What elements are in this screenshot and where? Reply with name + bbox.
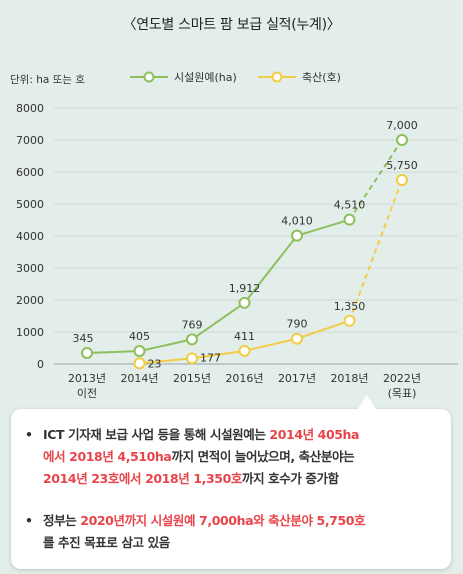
data-point: [396, 134, 408, 146]
series-line-segment: [348, 179, 403, 322]
data-label: 23: [148, 357, 162, 370]
data-label: 1,350: [334, 300, 366, 313]
y-tick-label: 3000: [16, 262, 44, 275]
data-point: [186, 352, 198, 365]
data-label: 4,510: [334, 199, 366, 212]
data-point: [396, 174, 408, 186]
bullet1-text-1: ICT 기자재 보급 사업 등을 통해 시설원예는: [43, 427, 270, 442]
x-tick-label: 2017년: [278, 372, 316, 385]
bullet1-text-2: 까지 면적이 늘어났으며, 축산분야는: [171, 449, 355, 464]
x-tick-label: 2013년: [68, 372, 106, 385]
line-chart: 0 1000 2000 3000 4000 5000 6000 7000 8000 2013년이전…: [16, 102, 458, 400]
series-line-segment: [296, 319, 350, 340]
series-line-segment: [244, 337, 298, 352]
series-line-segment: [139, 357, 193, 365]
data-point: [343, 213, 356, 226]
x-tick-label: 2018년: [330, 372, 368, 385]
data-label: 1,912: [229, 282, 261, 295]
data-point: [81, 346, 93, 359]
data-point: [238, 296, 251, 309]
data-label: 345: [73, 332, 94, 345]
y-tick-label: 5000: [16, 198, 44, 211]
legend-label-livestock: 축산(호): [302, 71, 341, 84]
y-tick-label: 6000: [16, 166, 44, 179]
data-point: [186, 333, 198, 346]
series-line-segment: [348, 139, 403, 221]
legend-line-green-icon: [130, 71, 168, 83]
y-tick-label: 4000: [16, 230, 44, 243]
x-tick-label: 2016년: [225, 372, 263, 385]
bullet1-highlight-1: 2014년 405ha: [269, 427, 360, 442]
series-line-segment: [296, 218, 350, 237]
data-point: [133, 345, 146, 358]
x-tick-label: 2015년: [173, 372, 211, 385]
x-tick-label: 이전: [77, 387, 97, 400]
unit-label: 단위: ha 또는 호: [10, 74, 85, 86]
data-label: 769: [182, 318, 203, 331]
data-label: 4,010: [281, 215, 313, 228]
bullet-dot-icon: •: [25, 427, 33, 442]
x-tick-label: 2014년: [120, 372, 158, 385]
data-point: [133, 357, 146, 370]
data-point: [291, 229, 303, 242]
callout-pointer: [358, 395, 376, 409]
bullet2-text-1: 정부는: [43, 513, 81, 528]
bullet2-text-2: 를 추진 목표로 삼고 있음: [43, 535, 170, 550]
data-label: 405: [129, 330, 150, 343]
data-point: [238, 344, 251, 357]
bullet1-text-3: 까지 호수가 증가함: [241, 471, 339, 486]
bullet1-highlight-2: 2014년 23호에서 2018년 1,350호: [43, 471, 242, 486]
series-line-segment: [139, 338, 193, 353]
data-label: 7,000: [386, 119, 418, 132]
y-tick-label: 0: [37, 358, 44, 371]
data-label: 5,750: [386, 159, 418, 172]
bullet-dot-icon: •: [25, 513, 33, 528]
data-point: [291, 332, 303, 345]
data-point: [343, 314, 356, 327]
series-line-segment: [191, 301, 246, 341]
y-tick-label: 2000: [16, 294, 44, 307]
data-label: 411: [234, 330, 255, 343]
y-tick-label: 1000: [16, 326, 44, 339]
chart-title: 〈연도별 스마트 팜 보급 실적(누계)〉: [122, 17, 341, 33]
series-line-segment: [243, 235, 298, 304]
series-line-segment: [86, 350, 140, 354]
x-tick-label: (목표): [388, 387, 417, 400]
legend-label-greenhouse: 시설원예(ha): [174, 71, 237, 84]
summary-bullet-1: • ICT 기자재 보급 사업 등을 통해 시설원예는 2014년 405ha 에서…: [25, 424, 441, 490]
y-tick-label: 8000: [16, 102, 44, 115]
data-label: 177: [200, 351, 221, 364]
series-line-segment: [191, 349, 245, 360]
bullet2-highlight-1: 2020년까지 시설원예 7,000ha와 축산분야 5,750호: [80, 513, 366, 528]
y-tick-label: 7000: [16, 134, 44, 147]
x-tick-label: 2022년: [383, 372, 421, 385]
data-label: 790: [287, 318, 308, 331]
summary-callout: • ICT 기자재 보급 사업 등을 통해 시설원예는 2014년 405ha 에서…: [11, 395, 451, 569]
bullet1-highlight-1b: 에서 2018년 4,510ha: [43, 449, 172, 464]
legend-line-yellow-icon: [258, 71, 296, 83]
